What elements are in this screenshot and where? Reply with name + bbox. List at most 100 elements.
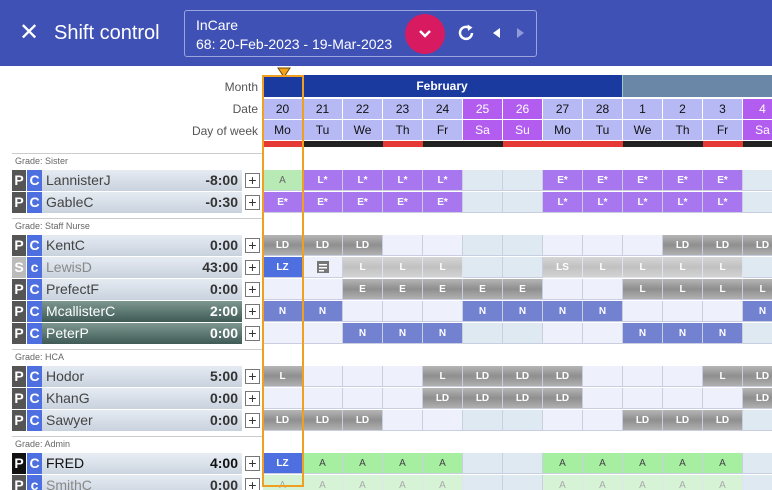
staff-name[interactable]: LewisD bbox=[42, 257, 178, 278]
add-shift-button[interactable]: + bbox=[245, 260, 260, 275]
shift-cell[interactable]: N bbox=[503, 301, 543, 322]
shift-cell[interactable]: LS bbox=[543, 257, 583, 278]
add-shift-button[interactable]: + bbox=[245, 326, 260, 341]
shift-cell[interactable]: E* bbox=[343, 192, 383, 213]
shift-cell[interactable]: N bbox=[263, 301, 303, 322]
shift-cell[interactable] bbox=[743, 453, 772, 474]
shift-cell[interactable]: A bbox=[543, 453, 583, 474]
shift-cell[interactable]: E* bbox=[303, 192, 343, 213]
row-p-badge[interactable]: P bbox=[12, 170, 26, 191]
add-shift-button[interactable]: + bbox=[245, 304, 260, 319]
shift-cell[interactable] bbox=[663, 301, 703, 322]
shift-cell[interactable]: LD bbox=[503, 388, 543, 409]
shift-cell[interactable]: LD bbox=[343, 410, 383, 431]
shift-cell[interactable] bbox=[743, 257, 772, 278]
staff-name[interactable]: PeterP bbox=[42, 323, 178, 344]
shift-cell[interactable] bbox=[543, 235, 583, 256]
row-c-badge[interactable]: C bbox=[27, 366, 42, 387]
shift-cell[interactable] bbox=[503, 410, 543, 431]
shift-cell[interactable]: A bbox=[663, 475, 703, 490]
shift-cell[interactable]: LD bbox=[743, 366, 772, 387]
shift-cell[interactable]: E bbox=[503, 279, 543, 300]
shift-cell[interactable] bbox=[463, 410, 503, 431]
row-c-badge[interactable]: C bbox=[27, 323, 42, 344]
shift-cell[interactable]: LD bbox=[303, 410, 343, 431]
shift-cell[interactable] bbox=[463, 170, 503, 191]
next-period-button[interactable] bbox=[515, 25, 527, 41]
shift-cell[interactable] bbox=[383, 366, 423, 387]
shift-cell[interactable]: E* bbox=[663, 170, 703, 191]
row-p-badge[interactable]: P bbox=[12, 475, 26, 490]
row-p-badge[interactable]: P bbox=[12, 323, 26, 344]
shift-cell[interactable]: N bbox=[463, 301, 503, 322]
shift-cell[interactable] bbox=[623, 235, 663, 256]
shift-cell[interactable]: L* bbox=[303, 170, 343, 191]
shift-cell[interactable]: L* bbox=[703, 192, 743, 213]
row-c-badge[interactable]: C bbox=[27, 301, 42, 322]
shift-cell[interactable] bbox=[263, 279, 303, 300]
shift-cell[interactable]: LZ bbox=[263, 453, 303, 474]
shift-cell[interactable]: N bbox=[423, 323, 463, 344]
shift-cell[interactable]: A bbox=[423, 475, 463, 490]
shift-cell[interactable]: A bbox=[383, 453, 423, 474]
row-c-badge[interactable]: C bbox=[27, 279, 42, 300]
shift-cell[interactable] bbox=[743, 323, 772, 344]
refresh-button[interactable] bbox=[455, 22, 477, 44]
add-shift-button[interactable]: + bbox=[245, 369, 260, 384]
shift-cell[interactable] bbox=[543, 410, 583, 431]
shift-cell[interactable]: A bbox=[543, 475, 583, 490]
close-icon[interactable]: ✕ bbox=[18, 19, 40, 46]
shift-cell[interactable] bbox=[583, 323, 623, 344]
shift-cell[interactable] bbox=[303, 388, 343, 409]
shift-cell[interactable]: LD bbox=[623, 410, 663, 431]
shift-cell[interactable] bbox=[583, 235, 623, 256]
shift-cell[interactable]: L bbox=[423, 257, 463, 278]
add-shift-button[interactable]: + bbox=[245, 413, 260, 428]
row-c-badge[interactable]: C bbox=[27, 192, 42, 213]
row-p-badge[interactable]: P bbox=[12, 388, 26, 409]
shift-cell[interactable]: L bbox=[383, 257, 423, 278]
shift-cell[interactable]: LD bbox=[543, 366, 583, 387]
shift-cell[interactable] bbox=[703, 388, 743, 409]
shift-cell[interactable] bbox=[383, 410, 423, 431]
row-c-badge[interactable]: C bbox=[27, 235, 42, 256]
shift-cell[interactable] bbox=[583, 366, 623, 387]
shift-cell[interactable]: E* bbox=[623, 170, 663, 191]
shift-cell[interactable]: L bbox=[663, 279, 703, 300]
shift-cell[interactable] bbox=[263, 388, 303, 409]
shift-cell[interactable]: A bbox=[423, 453, 463, 474]
shift-cell[interactable]: LD bbox=[743, 388, 772, 409]
shift-cell[interactable]: LD bbox=[703, 235, 743, 256]
add-shift-button[interactable]: + bbox=[245, 456, 260, 471]
shift-cell[interactable]: A bbox=[263, 170, 303, 191]
row-c-badge[interactable]: C bbox=[27, 388, 42, 409]
shift-cell[interactable]: N bbox=[383, 323, 423, 344]
row-p-badge[interactable]: S bbox=[12, 257, 26, 278]
shift-cell[interactable] bbox=[303, 279, 343, 300]
shift-cell[interactable] bbox=[743, 170, 772, 191]
shift-cell[interactable]: E* bbox=[423, 192, 463, 213]
shift-cell[interactable]: E bbox=[383, 279, 423, 300]
shift-cell[interactable] bbox=[383, 235, 423, 256]
shift-cell[interactable]: LD bbox=[303, 235, 343, 256]
shift-cell[interactable] bbox=[583, 279, 623, 300]
staff-name[interactable]: GableC bbox=[42, 192, 178, 213]
shift-cell[interactable]: L* bbox=[343, 170, 383, 191]
shift-cell[interactable] bbox=[623, 388, 663, 409]
add-shift-button[interactable]: + bbox=[245, 195, 260, 210]
row-p-badge[interactable]: P bbox=[12, 301, 26, 322]
shift-cell[interactable] bbox=[463, 192, 503, 213]
shift-cell[interactable]: A bbox=[383, 475, 423, 490]
add-shift-button[interactable]: + bbox=[245, 173, 260, 188]
shift-cell[interactable]: LD bbox=[463, 366, 503, 387]
shift-cell[interactable]: LD bbox=[263, 410, 303, 431]
shift-cell[interactable]: L bbox=[703, 366, 743, 387]
shift-cell[interactable] bbox=[583, 410, 623, 431]
shift-cell[interactable] bbox=[423, 235, 463, 256]
staff-name[interactable]: FRED bbox=[42, 453, 178, 474]
row-p-badge[interactable]: P bbox=[12, 192, 26, 213]
shift-cell[interactable] bbox=[503, 453, 543, 474]
shift-cell[interactable]: N bbox=[703, 323, 743, 344]
shift-cell[interactable]: A bbox=[303, 453, 343, 474]
shift-cell[interactable]: L* bbox=[663, 192, 703, 213]
